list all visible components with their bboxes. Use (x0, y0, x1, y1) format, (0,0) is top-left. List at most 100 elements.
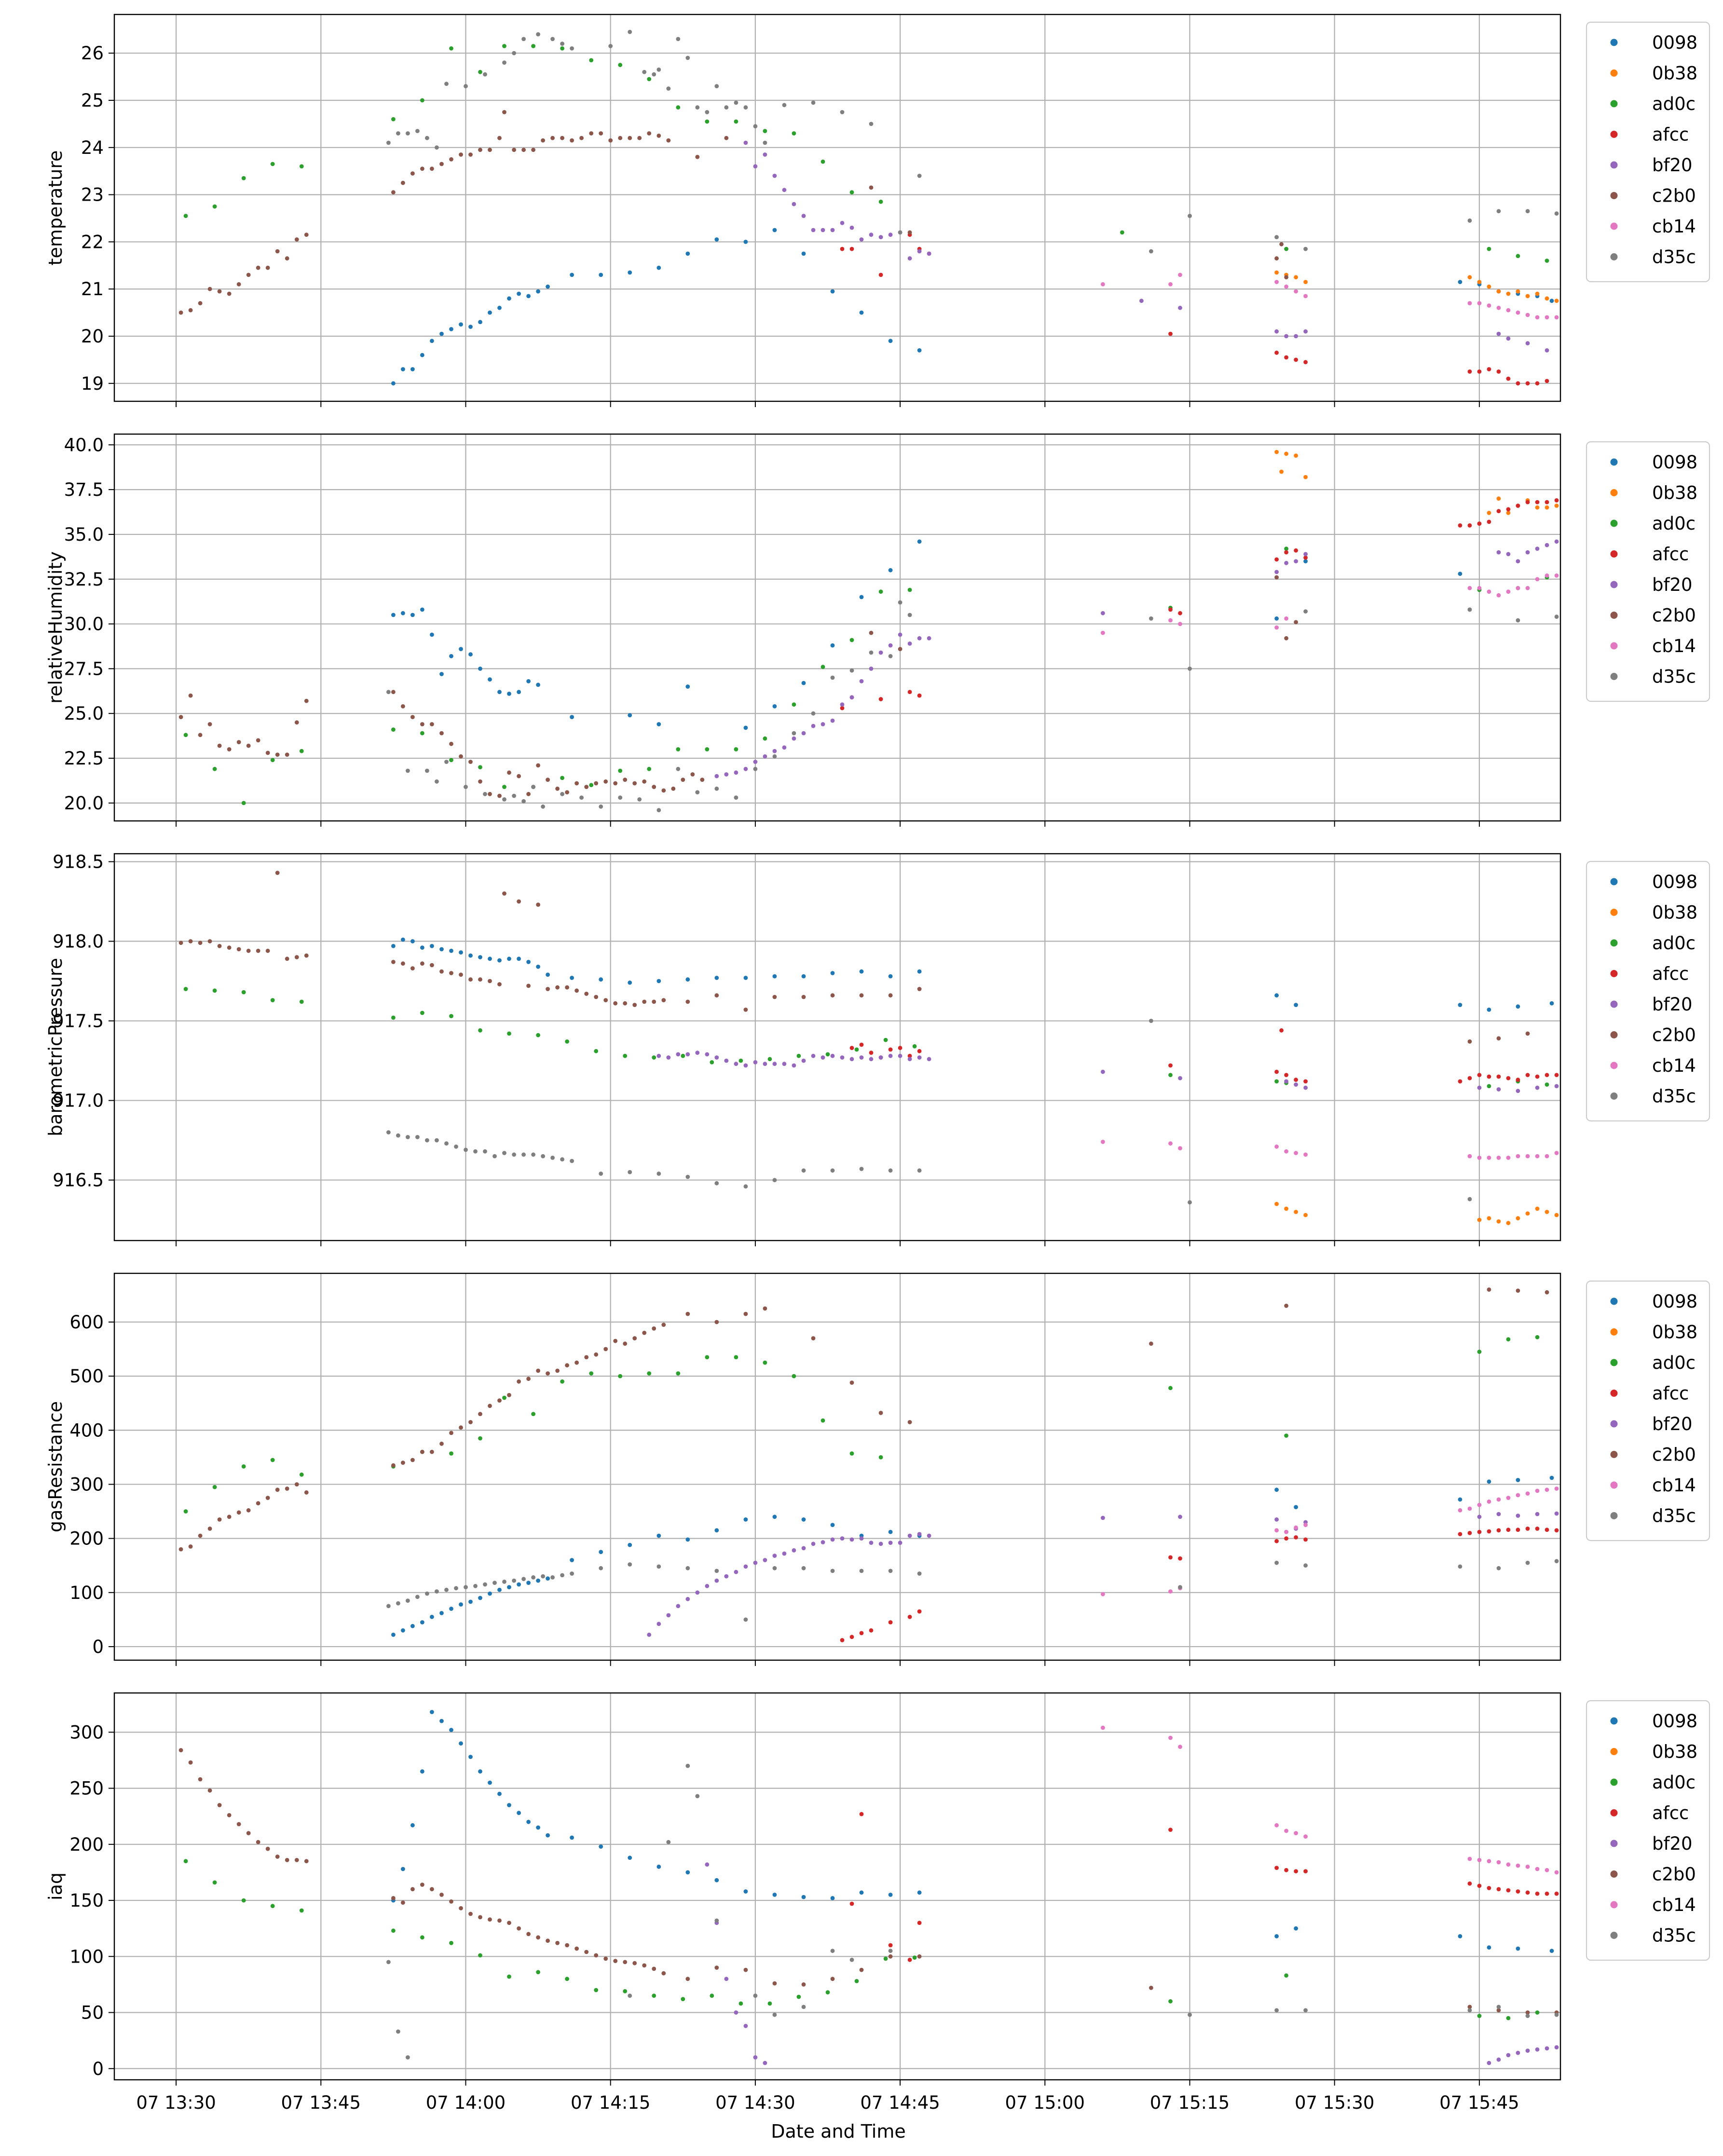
data-point (830, 1523, 835, 1528)
data-point (1274, 1079, 1279, 1084)
data-point (753, 766, 758, 771)
data-point (198, 1533, 203, 1538)
data-point (1467, 2005, 1472, 2009)
data-point (589, 783, 594, 788)
data-point (753, 760, 758, 764)
legend-label: 0b38 (1652, 1322, 1697, 1343)
data-point (459, 1741, 463, 1746)
data-point (772, 1062, 777, 1066)
data-point (526, 679, 531, 683)
data-point (236, 947, 241, 952)
series-d35c (386, 1559, 1559, 1622)
data-point (849, 1451, 854, 1456)
data-point (555, 1368, 560, 1373)
data-point (1467, 1856, 1472, 1861)
data-point (212, 204, 217, 209)
data-point (628, 980, 632, 985)
series-afcc (840, 1527, 1559, 1642)
legend-label: 0b38 (1652, 483, 1697, 504)
data-point (526, 1377, 531, 1381)
data-point (386, 690, 391, 695)
data-point (888, 1943, 893, 1948)
data-point (178, 1748, 183, 1753)
data-point (1274, 575, 1279, 580)
data-point (763, 1062, 767, 1066)
data-point (1554, 1559, 1559, 1564)
y-tick-label: 917.0 (53, 1091, 104, 1111)
data-point (656, 1864, 661, 1869)
y-tick-label: 19 (81, 373, 104, 394)
data-point (570, 138, 574, 143)
data-point (1487, 284, 1491, 289)
data-point (618, 768, 623, 773)
data-point (198, 941, 203, 945)
data-point (478, 148, 482, 152)
data-point (1487, 246, 1491, 251)
data-point (676, 1371, 681, 1376)
data-point (830, 718, 835, 723)
data-point (1545, 1073, 1549, 1078)
legend-entry-c2b0: c2b0 (1610, 1025, 1696, 1046)
data-point (1303, 555, 1308, 560)
data-point (410, 966, 415, 970)
data-point (246, 948, 251, 953)
data-point (546, 778, 550, 782)
x-tick-label: 07 15:30 (1295, 2092, 1374, 2113)
data-point (849, 1380, 854, 1385)
data-point (652, 72, 656, 77)
data-point (608, 138, 613, 143)
data-point (1516, 1004, 1520, 1009)
data-point (594, 781, 599, 786)
data-point (396, 1133, 400, 1138)
data-point (613, 781, 618, 786)
series-afcc (849, 1028, 1559, 1084)
data-point (1496, 509, 1501, 514)
data-point (1149, 249, 1153, 254)
data-point (478, 779, 482, 784)
data-point (546, 1576, 550, 1581)
data-point (917, 1954, 922, 1959)
data-point (907, 690, 912, 695)
data-point (275, 752, 280, 757)
data-point (652, 1326, 656, 1331)
data-point (560, 791, 564, 796)
data-point (246, 743, 251, 748)
data-point (685, 1174, 690, 1179)
data-point (439, 1893, 444, 1897)
data-point (1284, 275, 1289, 280)
data-point (854, 1047, 859, 1052)
data-point (623, 778, 628, 782)
data-point (917, 1168, 922, 1173)
data-point (1274, 235, 1279, 239)
data-point (1274, 1201, 1279, 1206)
data-point (207, 1527, 212, 1531)
data-point (449, 1014, 453, 1019)
legend-entry-d35c: d35c (1610, 1506, 1696, 1527)
data-point (1303, 2008, 1308, 2013)
data-point (420, 722, 424, 726)
data-point (1303, 609, 1308, 614)
data-point (782, 188, 787, 192)
data-point (531, 1152, 535, 1157)
data-point (782, 1062, 787, 1066)
data-point (772, 1178, 777, 1183)
legend-label: cb14 (1652, 216, 1696, 237)
data-point (811, 711, 816, 716)
data-point (1516, 1288, 1520, 1293)
axes-frame (113, 14, 1561, 402)
data-point (1487, 1529, 1491, 1534)
x-tick-label: 07 15:00 (1005, 2092, 1085, 2113)
data-point (401, 704, 405, 709)
data-point (907, 1053, 912, 1058)
data-point (1101, 1140, 1105, 1144)
data-point (685, 999, 690, 1004)
data-point (497, 1918, 502, 1923)
data-point (227, 1813, 232, 1817)
legend-label: ad0c (1652, 933, 1696, 954)
data-point (1303, 280, 1308, 284)
data-point (1477, 1883, 1482, 1888)
data-point (1487, 1859, 1491, 1864)
data-point (454, 1586, 458, 1591)
data-point (1525, 1491, 1530, 1496)
data-point (512, 1152, 516, 1157)
